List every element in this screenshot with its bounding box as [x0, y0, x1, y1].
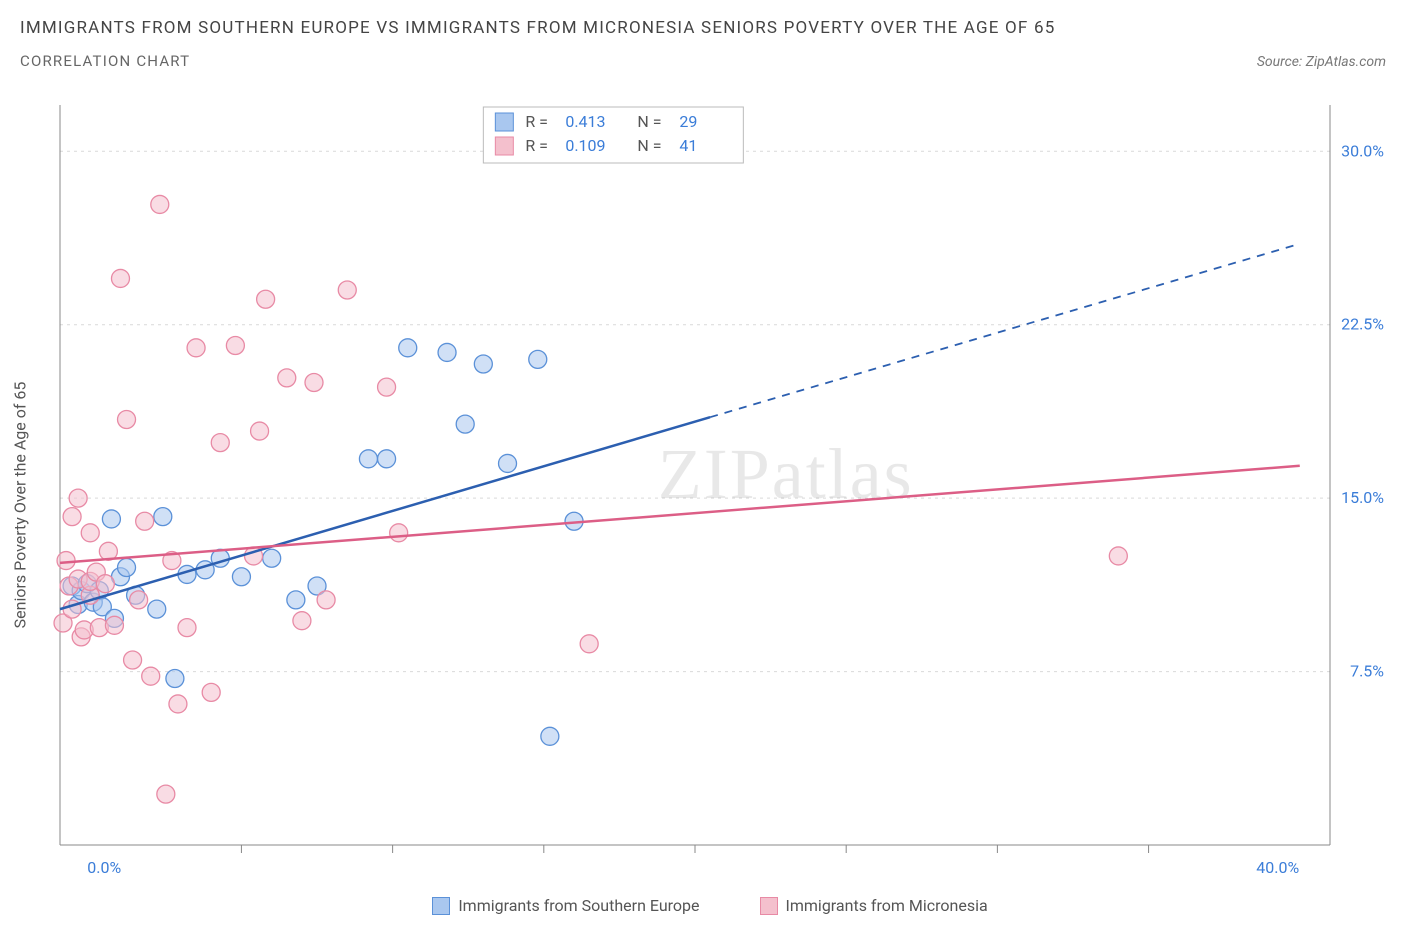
- svg-text:29: 29: [679, 112, 697, 131]
- source-label: Source: ZipAtlas.com: [1257, 54, 1386, 70]
- svg-text:22.5%: 22.5%: [1341, 315, 1384, 334]
- svg-text:R =: R =: [525, 112, 548, 131]
- svg-text:7.5%: 7.5%: [1350, 662, 1384, 681]
- subtitle-row: CORRELATION CHART Source: ZipAtlas.com: [20, 52, 1386, 70]
- chart-subtitle: CORRELATION CHART: [20, 52, 190, 70]
- svg-text:R =: R =: [525, 136, 548, 155]
- legend-item-series-2: Immigrants from Micronesia: [760, 896, 988, 915]
- legend-bottom: Immigrants from Southern Europe Immigran…: [30, 896, 1390, 915]
- legend-item-series-1: Immigrants from Southern Europe: [432, 896, 699, 915]
- svg-text:0.0%: 0.0%: [87, 858, 121, 877]
- chart-title: IMMIGRANTS FROM SOUTHERN EUROPE VS IMMIG…: [20, 18, 1386, 38]
- y-axis-label: Seniors Poverty Over the Age of 65: [11, 382, 30, 629]
- svg-text:N =: N =: [637, 136, 661, 155]
- chart-header: IMMIGRANTS FROM SOUTHERN EUROPE VS IMMIG…: [0, 0, 1406, 70]
- svg-text:0.413: 0.413: [565, 112, 605, 131]
- legend-label-1: Immigrants from Southern Europe: [458, 896, 699, 915]
- chart-area: Seniors Poverty Over the Age of 65 7.5%1…: [30, 95, 1390, 915]
- svg-text:ZIPatlas: ZIPatlas: [658, 434, 914, 514]
- legend-label-2: Immigrants from Micronesia: [786, 896, 988, 915]
- legend-swatch-1: [432, 897, 450, 915]
- svg-text:0.109: 0.109: [565, 136, 605, 155]
- svg-text:15.0%: 15.0%: [1341, 488, 1384, 507]
- svg-text:N =: N =: [637, 112, 661, 131]
- svg-text:40.0%: 40.0%: [1256, 858, 1299, 877]
- svg-text:41: 41: [679, 136, 697, 155]
- scatter-plot-svg: 7.5% 15.0% 22.5% 30.0% 0.0% 40.0% ZIPatlas R = 0…: [30, 95, 1390, 885]
- svg-text:30.0%: 30.0%: [1341, 141, 1384, 160]
- legend-swatch-2: [760, 897, 778, 915]
